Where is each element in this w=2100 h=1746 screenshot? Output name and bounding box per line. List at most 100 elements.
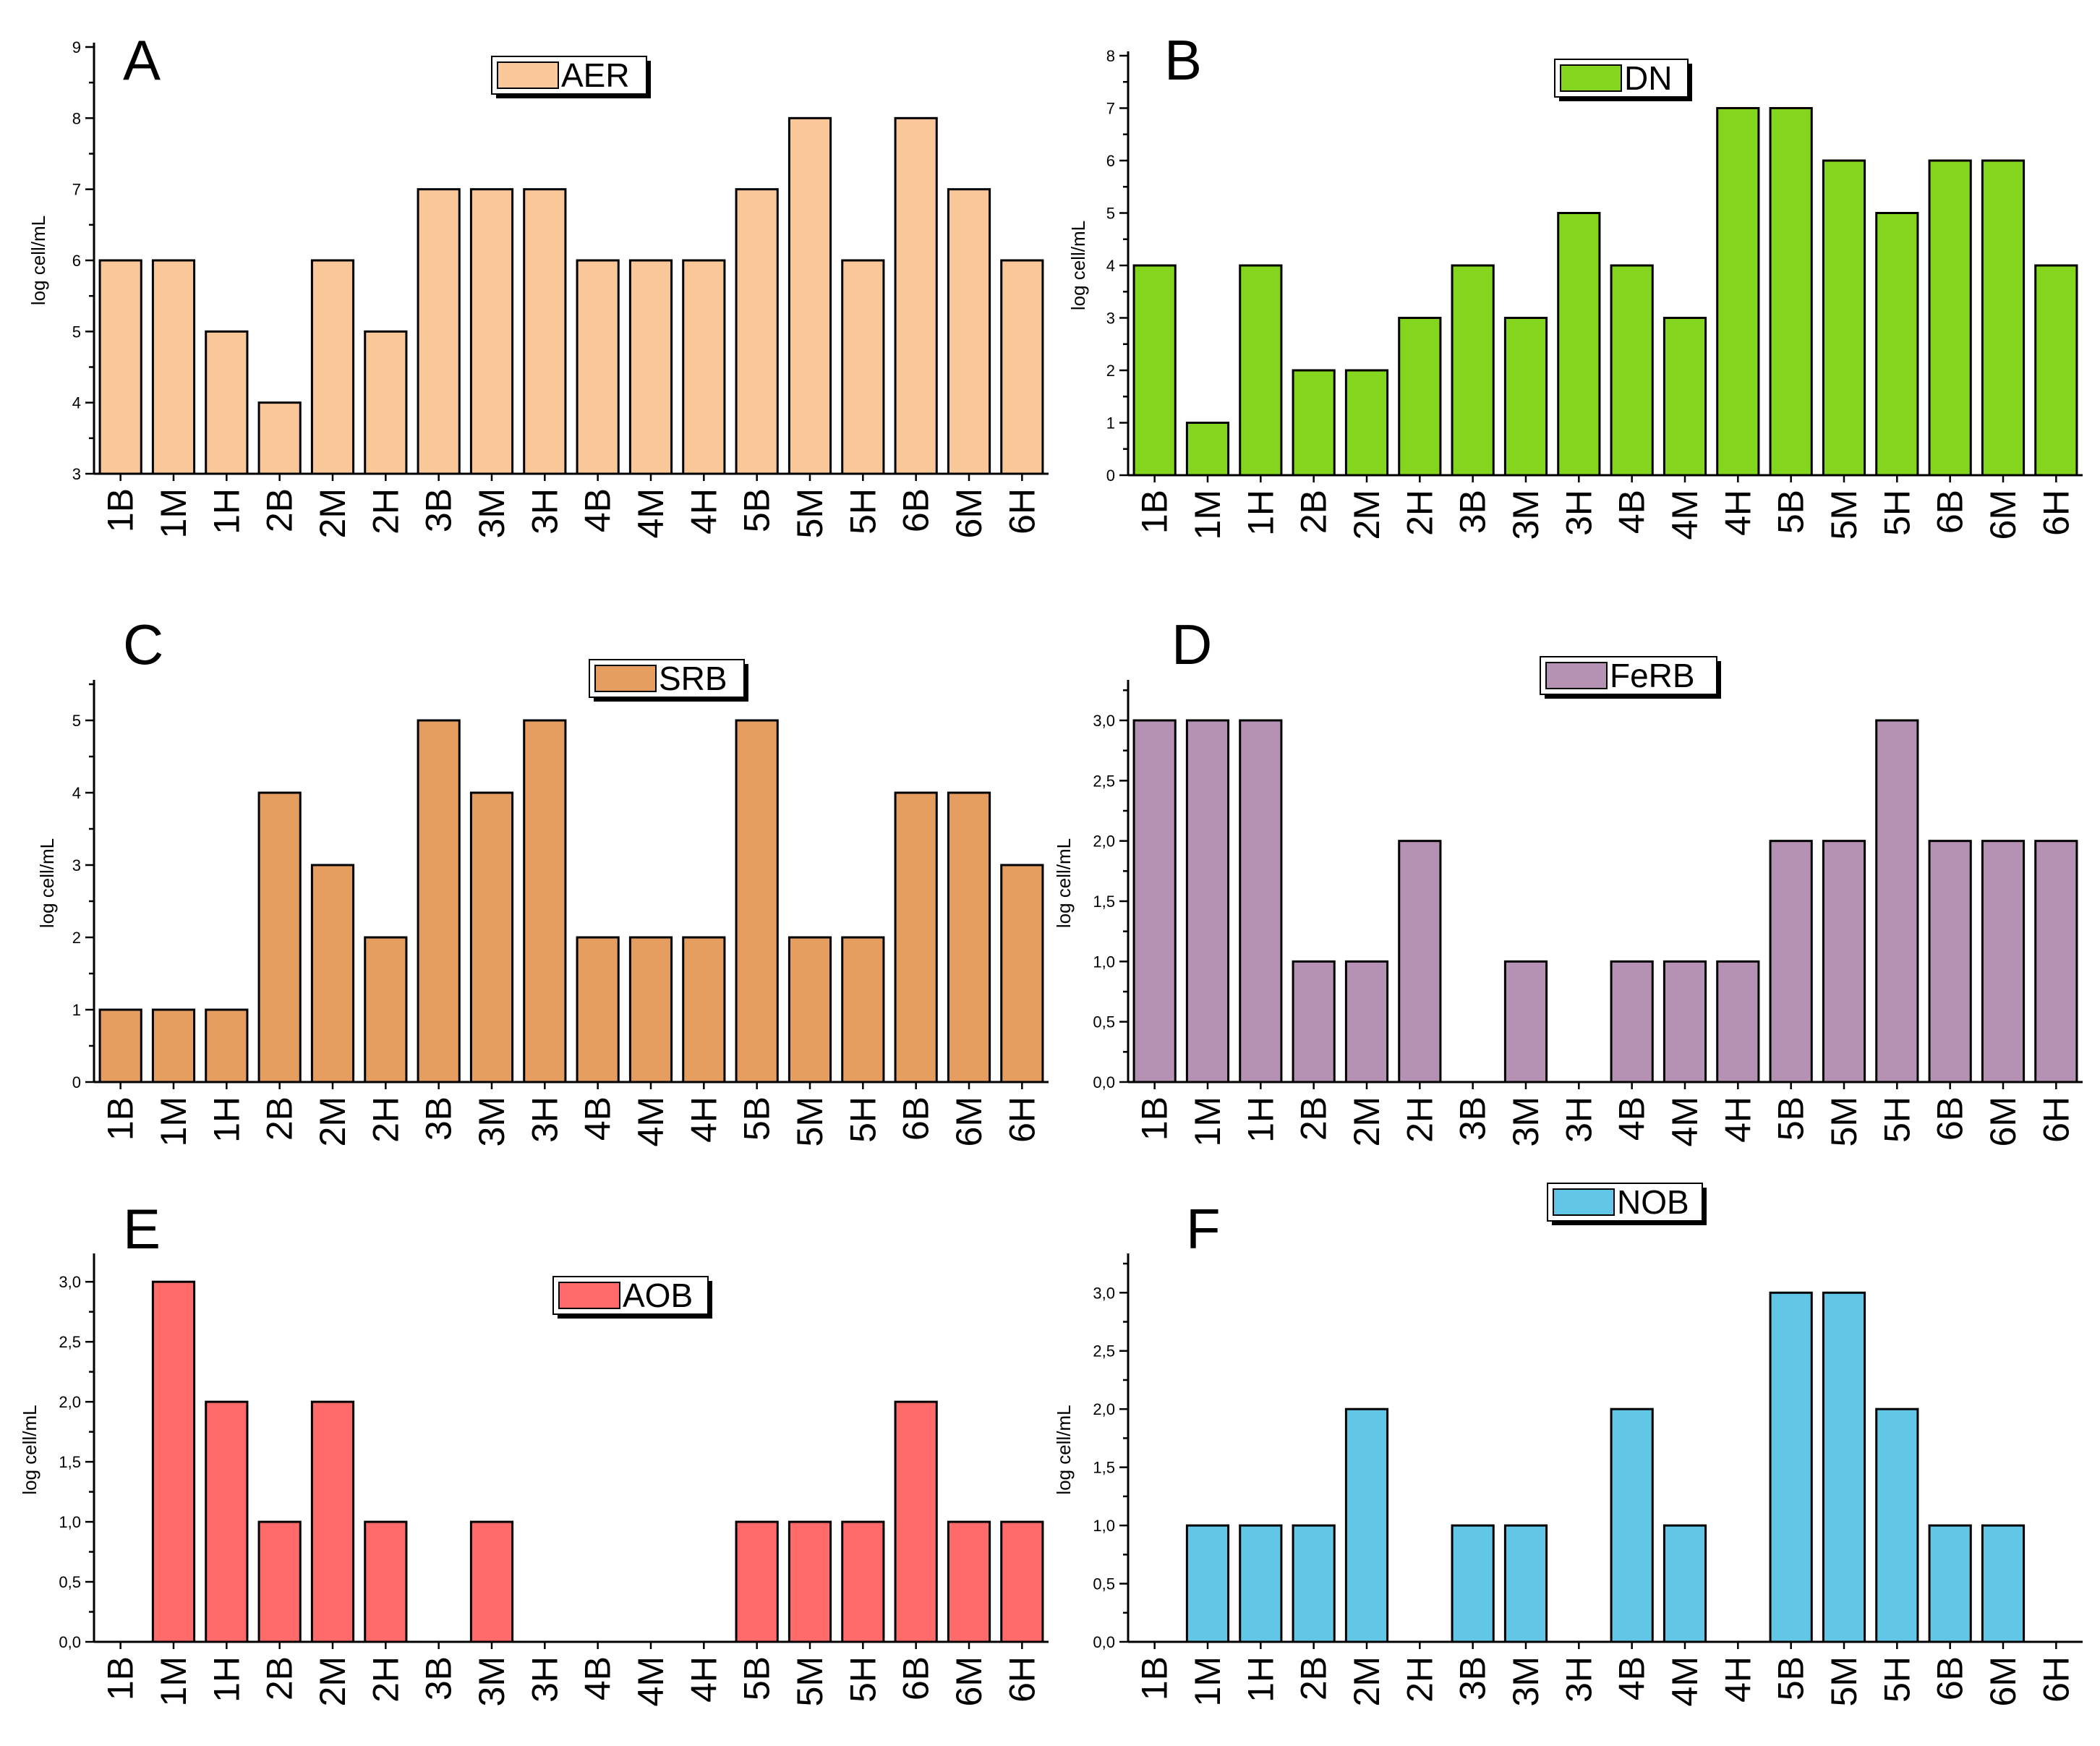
bar-6M (947, 791, 991, 1083)
x-tick-label: 2B (260, 1096, 300, 1141)
bar-4B (1610, 264, 1654, 477)
y-tick-label: 6 (1106, 152, 1115, 170)
bar-2M (310, 259, 355, 475)
bar-1M (151, 259, 196, 475)
x-tick-label: 5H (842, 1096, 883, 1143)
y-tick-label: 1,5 (1093, 893, 1115, 911)
legend-label: FeRB (1610, 657, 1695, 694)
bar-4M (1662, 317, 1707, 477)
x-tick-label: 2H (1399, 490, 1440, 536)
bar-2M (1344, 960, 1389, 1083)
x-tick-label: 3H (524, 1656, 565, 1703)
x-tick-label: 2M (1346, 1096, 1387, 1146)
legend-swatch (497, 61, 559, 89)
x-tick-label: 5B (737, 1096, 777, 1141)
x-tick-label: 6M (949, 488, 989, 538)
y-tick-label: 3,0 (1093, 1284, 1115, 1302)
y-tick-label: 5 (1106, 205, 1115, 223)
x-tick-label: 6H (2036, 1096, 2076, 1143)
x-tick-label: 2H (1399, 1096, 1440, 1143)
bar-5H (841, 259, 885, 475)
x-tick-label: 6M (1983, 490, 2023, 540)
x-tick-label: 5M (1824, 1096, 1864, 1146)
x-tick-label: 2H (365, 1096, 406, 1143)
x-tick-label: 3B (1453, 1096, 1493, 1141)
x-tick-label: 1M (153, 488, 194, 538)
bar-3H (1557, 212, 1601, 477)
x-tick-label: 2M (312, 1096, 353, 1146)
chart-panel-e: 0,0 0,5 1,0 1,5 2,0 2,5 3,0 1B 1M 1H 2B 2M 2H 3B 3M 3H 4… (19, 1197, 1049, 1706)
x-tick-label: 5H (842, 488, 883, 535)
x-tick-label: 3M (471, 488, 512, 538)
bar-2H (364, 330, 408, 475)
x-tick-label: 3B (1453, 1656, 1493, 1700)
bar-3M (1503, 1524, 1548, 1643)
bar-5H (841, 936, 885, 1083)
bar-2B (1292, 960, 1336, 1083)
x-tick-label: 4H (683, 1096, 724, 1143)
bar-4B (576, 936, 620, 1083)
bar-2B (257, 1520, 302, 1643)
y-tick-label: 1,0 (1093, 1517, 1115, 1535)
bar-5B (1769, 107, 1813, 477)
bar-2M (1344, 369, 1389, 477)
bar-4M (1662, 1524, 1707, 1643)
y-tick-label: 2 (1106, 362, 1115, 380)
y-tick-label: 7 (72, 181, 81, 199)
bar-1H (205, 1008, 249, 1083)
bar-4H (1716, 960, 1760, 1083)
x-tick-label: 5M (1824, 1656, 1864, 1706)
x-tick-label: 6B (896, 1656, 936, 1700)
x-tick-label: 4B (1612, 1096, 1652, 1141)
x-tick-label: 1B (101, 1096, 141, 1141)
y-tick-label: 1 (72, 1001, 81, 1019)
y-tick-label: 2,5 (1093, 772, 1115, 790)
y-tick-label: 1,0 (59, 1513, 81, 1531)
bar-6B (1928, 1524, 1972, 1643)
bar-2H (1398, 840, 1442, 1083)
y-axis-label: log cell/mL (19, 1405, 40, 1494)
chart-panel-a: 3 4 5 6 7 8 9 1B 1M 1H 2B 2M 2H 3B 3M 3H 4B 4M 4H 5B 5M 5H 6B 6… (27, 28, 1049, 538)
bar-1M (151, 1280, 196, 1643)
legend: AER (491, 56, 651, 98)
x-tick-label: 4H (1717, 490, 1758, 536)
legend: AOB (552, 1276, 712, 1319)
x-tick-label: 1M (1187, 1096, 1228, 1146)
x-tick-label: 2M (312, 488, 353, 538)
legend: DN (1554, 59, 1692, 101)
bar-4B (576, 259, 620, 475)
x-tick-label: 3B (1453, 490, 1493, 534)
bar-4H (1716, 107, 1760, 477)
bar-6M (1981, 159, 2026, 477)
y-tick-label: 0 (1106, 467, 1115, 485)
x-tick-label: 2B (260, 488, 300, 532)
x-tick-label: 1H (1240, 1096, 1281, 1143)
y-axis-label: log cell/mL (36, 838, 58, 928)
bar-2M (1344, 1408, 1389, 1643)
y-tick-label: 4 (72, 784, 81, 802)
bar-4M (628, 259, 673, 475)
bar-6B (894, 1400, 938, 1643)
y-tick-label: 2,5 (1093, 1342, 1115, 1360)
x-tick-label: 2B (1294, 1656, 1334, 1700)
bar-3H (523, 719, 567, 1083)
x-tick-label: 1B (101, 1656, 141, 1700)
bar-5H (1875, 1408, 1919, 1643)
bar-4B (1610, 1408, 1654, 1643)
bar-2M (310, 864, 355, 1083)
x-tick-label: 4M (631, 1096, 671, 1146)
x-tick-label: 5B (737, 488, 777, 532)
legend-label: NOB (1617, 1183, 1689, 1221)
bar-4H (682, 936, 726, 1083)
y-axis-label: log cell/mL (1053, 1405, 1075, 1494)
bar-5B (1769, 840, 1813, 1083)
bar-5M (1822, 840, 1866, 1083)
y-tick-label: 3,0 (59, 1273, 81, 1291)
x-tick-label: 5M (790, 1656, 830, 1706)
bar-4M (1662, 960, 1707, 1083)
legend-label: SRB (659, 660, 727, 697)
x-tick-label: 6M (949, 1096, 989, 1146)
x-tick-label: 3H (524, 1096, 565, 1143)
panel-label: B (1164, 28, 1202, 92)
x-tick-label: 3M (471, 1656, 512, 1706)
